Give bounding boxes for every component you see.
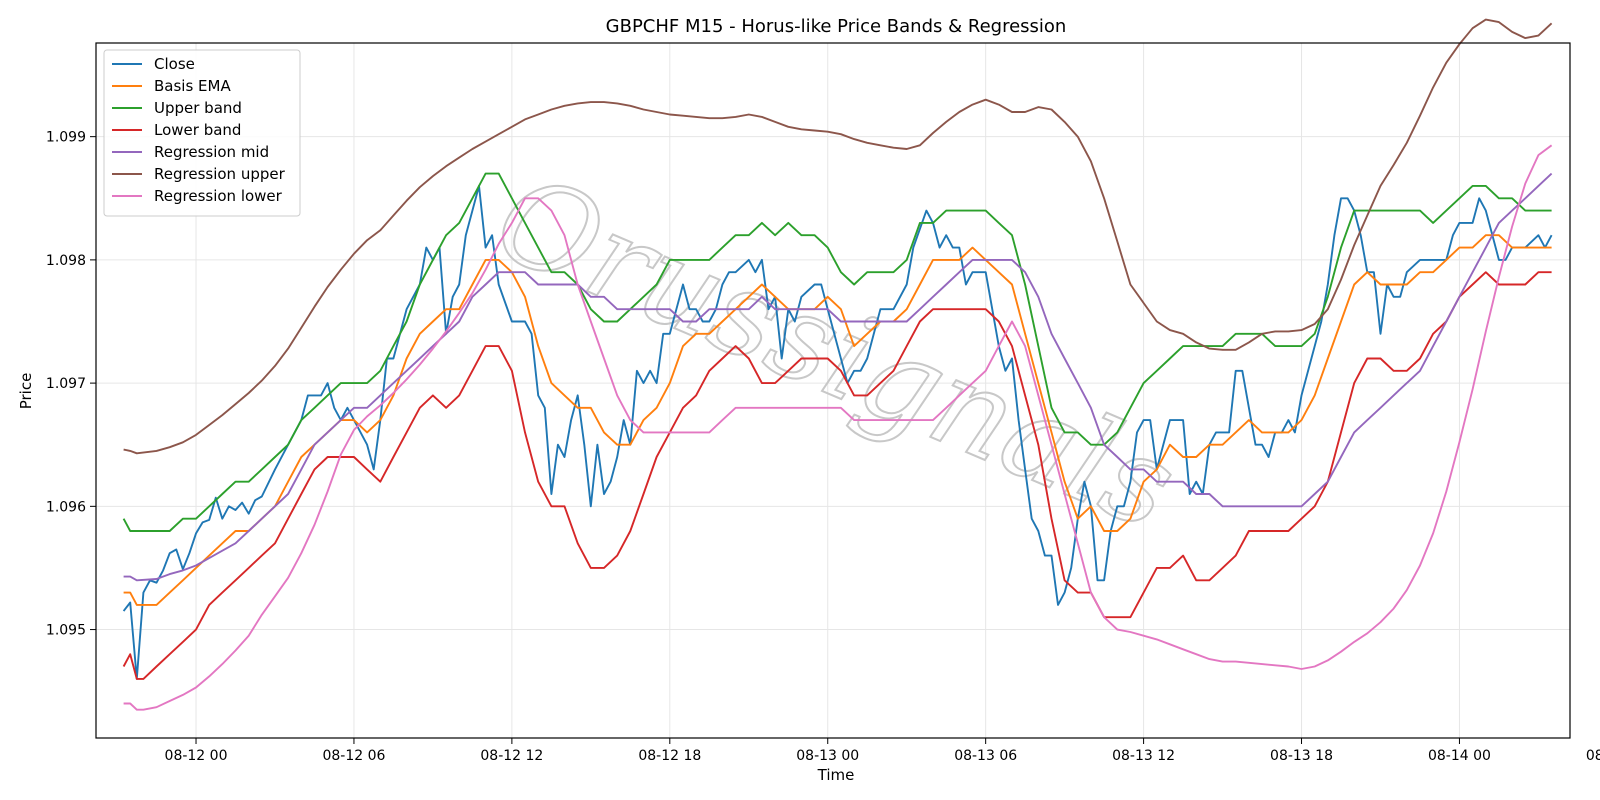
x-tick-label: 08-14 00	[1428, 748, 1491, 764]
series-line-regression-upper	[123, 18, 1553, 455]
y-tick-label: 1.099	[46, 130, 86, 146]
plot-frame	[95, 42, 1571, 739]
y-tick-label: 1.098	[46, 253, 86, 269]
x-axis-label: Time	[817, 766, 855, 784]
series-line-regression-lower	[123, 144, 1553, 711]
watermark: Orussignals	[477, 148, 1194, 557]
legend-label-lower-band: Lower band	[154, 121, 241, 139]
x-tick-label: 08-12 18	[638, 748, 701, 764]
legend-label-close: Close	[154, 55, 195, 73]
x-tick-label: 08-14 06	[1586, 748, 1600, 764]
legend-box	[103, 49, 301, 217]
x-tick-label: 08-13 00	[796, 748, 859, 764]
x-tick-label: 08-12 12	[480, 748, 543, 764]
legend-label-regression-lower: Regression lower	[154, 187, 283, 205]
y-tick-label: 1.096	[46, 499, 86, 515]
y-axis-label: Price	[17, 373, 35, 410]
x-tick-label: 08-12 00	[165, 748, 228, 764]
legend-label-upper-band: Upper band	[154, 99, 242, 117]
series-lines	[122, 18, 1553, 711]
x-tick-label: 08-13 12	[1112, 748, 1175, 764]
series-line-close	[122, 184, 1553, 680]
series-line-regression-mid	[123, 172, 1553, 582]
legend-label-regression-mid: Regression mid	[154, 143, 269, 161]
y-axis-ticks: 1.095 1.096 1.097 1.098 1.099	[46, 130, 96, 639]
legend: Close Basis EMA Upper band Lower band Regres…	[103, 49, 301, 217]
x-tick-label: 08-13 06	[954, 748, 1017, 764]
y-tick-label: 1.097	[46, 376, 86, 392]
legend-label-basis-ema: Basis EMA	[154, 77, 231, 95]
x-tick-label: 08-13 18	[1270, 748, 1333, 764]
x-axis-ticks: 08-12 00 08-12 06 08-12 12 08-12 18 08-13 00…	[165, 738, 1600, 764]
legend-label-regression-upper: Regression upper	[154, 165, 286, 183]
series-line-upper-band	[122, 172, 1552, 532]
x-tick-label: 08-12 06	[322, 748, 385, 764]
y-tick-label: 1.095	[46, 623, 86, 639]
series-line-basis-ema	[123, 234, 1552, 606]
series-line-lower-band	[122, 271, 1552, 680]
chart-title: GBPCHF M15 - Horus-like Price Bands & Re…	[606, 16, 1067, 37]
